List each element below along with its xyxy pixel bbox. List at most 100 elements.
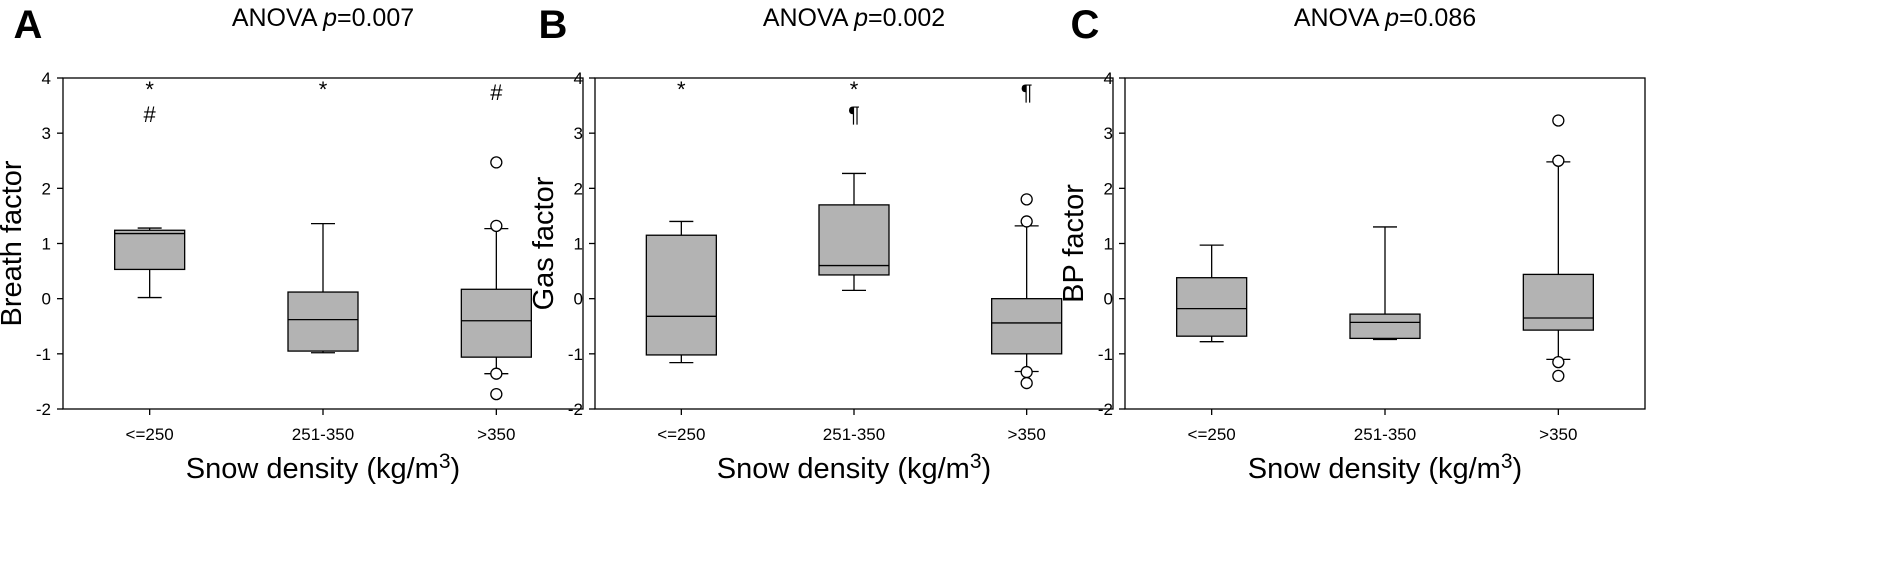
- box: [991, 298, 1063, 355]
- y-tick-label: 3: [42, 124, 51, 143]
- box: [1349, 313, 1421, 340]
- outlier-point: [1552, 154, 1565, 167]
- y-tick-label: 0: [42, 290, 51, 309]
- x-axis-label-main: Snow density (kg/m: [1248, 453, 1501, 485]
- x-axis-label: Snow density (kg/m3): [717, 450, 991, 485]
- box: [645, 234, 717, 356]
- y-axis-label: Breath factor: [0, 160, 28, 326]
- box-group: [818, 172, 890, 292]
- y-tick-label: 1: [1104, 235, 1113, 254]
- box-group: [287, 222, 359, 354]
- outlier-point: [1020, 365, 1033, 379]
- significance-mark: *: [145, 77, 154, 102]
- box: [460, 288, 532, 358]
- x-axis-label-superscript: 3: [439, 450, 451, 473]
- y-tick-label: -2: [1098, 400, 1113, 419]
- x-tick-label: <=250: [1188, 425, 1236, 444]
- panel-b: B ANOVA p=0.002 -2 -1 0 1 2 3 4 Gas factor <=250 25…: [528, 3, 1114, 485]
- significance-mark: ¶: [1021, 80, 1033, 105]
- box: [818, 204, 890, 276]
- title-prefix: ANOVA: [1294, 4, 1385, 32]
- significance-mark: #: [490, 80, 503, 105]
- significance-mark: #: [144, 102, 157, 127]
- significance-mark: *: [319, 77, 328, 102]
- title-p: p: [853, 4, 868, 32]
- x-tick-label: <=250: [126, 425, 174, 444]
- outlier-point: [1020, 215, 1033, 228]
- y-tick-label: -1: [36, 345, 51, 364]
- y-axis-label: BP factor: [1058, 184, 1090, 303]
- x-tick-label: 251-350: [1354, 425, 1416, 444]
- panel-c: C ANOVA p=0.086 -2 -1 0 1 2 3 4 BP factor <=250 251…: [1058, 3, 1646, 485]
- y-tick-label: 4: [574, 69, 583, 88]
- x-tick-label: 251-350: [823, 425, 885, 444]
- outlier-point: [1020, 376, 1033, 390]
- y-tick-label: 4: [42, 69, 51, 88]
- y-tick-label: 0: [574, 290, 583, 309]
- y-tick-label: -2: [568, 400, 583, 419]
- outlier-point: [1020, 193, 1033, 206]
- y-tick-label: 1: [42, 235, 51, 254]
- significance-mark: ¶: [848, 102, 860, 127]
- title-value: =0.007: [337, 4, 414, 32]
- panel-a: A ANOVA p=0.007 -2 -1 0 1 2 3 4 Breath factor <=25…: [0, 3, 584, 485]
- box-group: [1176, 244, 1248, 343]
- x-axis-label-main: Snow density (kg/m: [186, 453, 439, 485]
- x-axis-label-superscript: 3: [970, 450, 982, 473]
- box-group: [1349, 226, 1421, 341]
- x-tick-label: >350: [1539, 425, 1577, 444]
- y-tick-label: 1: [574, 235, 583, 254]
- box: [1522, 273, 1594, 331]
- outlier-point: [490, 367, 503, 380]
- y-tick-label: 3: [1104, 124, 1113, 143]
- x-axis-label-close: ): [451, 453, 461, 485]
- panel-title: ANOVA p=0.002: [763, 4, 945, 32]
- y-tick-label: 3: [574, 124, 583, 143]
- box: [114, 229, 186, 271]
- x-axis-label-close: ): [1513, 453, 1523, 485]
- x-tick-label: 251-350: [292, 425, 354, 444]
- y-tick-label: -1: [568, 345, 583, 364]
- panel-letter: C: [1071, 3, 1100, 47]
- panel-letter: B: [539, 3, 568, 47]
- outlier-point: [490, 156, 503, 169]
- y-axis-label: Gas factor: [528, 176, 560, 310]
- box-group: [645, 220, 717, 364]
- title-p: p: [1384, 4, 1399, 32]
- x-tick-label: <=250: [657, 425, 705, 444]
- outlier-point: [490, 387, 503, 401]
- x-tick-label: >350: [477, 425, 515, 444]
- y-tick-label: 2: [42, 179, 51, 198]
- panel-title: ANOVA p=0.007: [232, 4, 414, 32]
- box: [287, 291, 359, 352]
- significance-mark: *: [850, 77, 859, 102]
- outlier-point: [1552, 369, 1565, 383]
- box-group: [114, 227, 186, 299]
- y-tick-label: 2: [1104, 179, 1113, 198]
- y-tick-label: 4: [1104, 69, 1113, 88]
- x-tick-label: >350: [1008, 425, 1046, 444]
- y-tick-label: 0: [1104, 290, 1113, 309]
- x-axis-label: Snow density (kg/m3): [186, 450, 460, 485]
- x-axis-label-superscript: 3: [1501, 450, 1513, 473]
- y-tick-label: -1: [1098, 345, 1113, 364]
- x-axis-label: Snow density (kg/m3): [1248, 450, 1522, 485]
- y-tick-label: 2: [574, 179, 583, 198]
- panel-letter: A: [14, 3, 43, 47]
- box-group: [991, 193, 1063, 390]
- box-group: [460, 156, 532, 401]
- box: [1176, 277, 1248, 337]
- outlier-point: [1552, 114, 1565, 127]
- title-value: =0.086: [1399, 4, 1476, 32]
- x-axis-label-close: ): [982, 453, 992, 485]
- title-p: p: [322, 4, 337, 32]
- x-axis-label-main: Snow density (kg/m: [717, 453, 970, 485]
- panel-title: ANOVA p=0.086: [1294, 4, 1476, 32]
- y-tick-label: -2: [36, 400, 51, 419]
- box-group: [1522, 114, 1594, 383]
- title-prefix: ANOVA: [232, 4, 323, 32]
- outlier-point: [490, 219, 503, 232]
- outlier-point: [1552, 355, 1565, 369]
